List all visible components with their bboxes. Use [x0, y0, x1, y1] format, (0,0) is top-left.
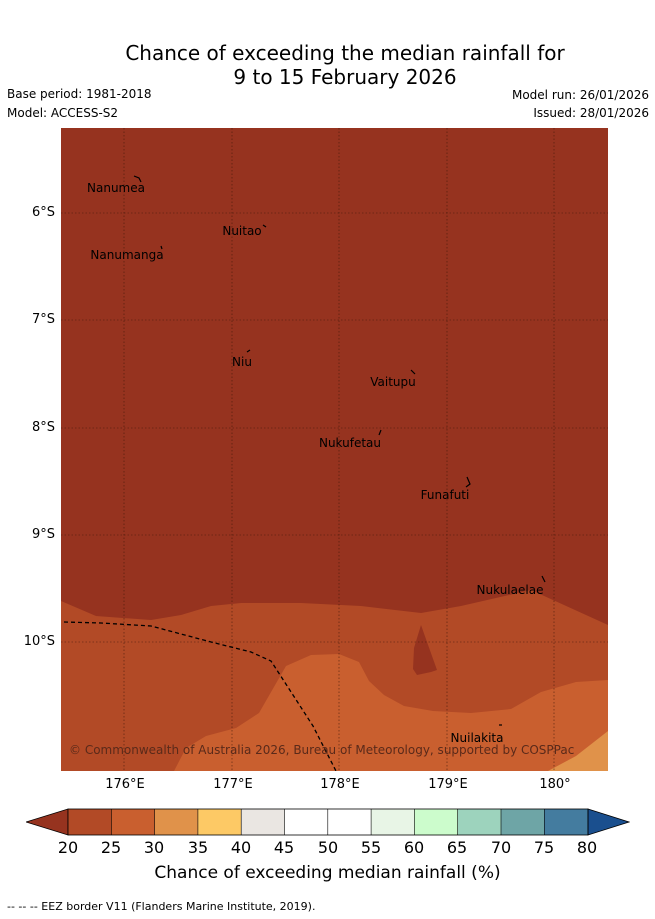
place-label-nuilakita: Nuilakita — [450, 731, 504, 745]
colorbar-tick-70: 70 — [490, 838, 512, 857]
map-panel — [61, 128, 608, 771]
colorbar-bin-25-30 — [111, 809, 155, 835]
colorbar-bin-50-55 — [327, 809, 372, 835]
atoll-nuitao — [262, 224, 267, 228]
lat-tick-9s: 9°S — [31, 527, 55, 542]
colorbar-tick-25: 25 — [100, 838, 122, 857]
colorbar-bin-40-45 — [241, 809, 285, 835]
colorbar-bin-20-25 — [68, 809, 112, 835]
lon-tick-176e: 176°E — [105, 777, 145, 792]
map-title-line2: 9 to 15 February 2026 — [233, 65, 457, 89]
colorbar-tick-30: 30 — [143, 838, 165, 857]
colorbar-dividers — [111, 809, 545, 835]
region-30-35 — [174, 654, 608, 771]
place-label-funafuti: Funafuti — [420, 488, 470, 502]
colorbar-bin-65-70 — [457, 809, 501, 835]
colorbar-bin-55-60 — [371, 809, 415, 835]
colorbar-label: Chance of exceeding median rainfall (%) — [154, 863, 501, 883]
atoll-funafuti — [465, 476, 471, 488]
colorbar-bin-75-80 — [544, 809, 588, 835]
atoll-nukufetau — [378, 429, 382, 436]
colorbar-tick-20: 20 — [57, 838, 79, 857]
graticule — [61, 128, 608, 771]
lat-tick-10s: 10°S — [23, 634, 55, 649]
colorbar-bin-45-50 — [284, 809, 328, 835]
colorbar-bin-60-65 — [414, 809, 458, 835]
atoll-nanumanga — [160, 245, 163, 250]
place-label-nanumea: Nanumea — [87, 181, 145, 195]
atoll-nanumea — [133, 175, 142, 183]
map-canvas — [61, 128, 608, 771]
colorbar-bin-35-40 — [197, 809, 242, 835]
map-title-line1: Chance of exceeding the median rainfall … — [125, 41, 565, 65]
atoll-vaitupu — [410, 369, 416, 375]
lat-tick-8s: 8°S — [31, 420, 55, 435]
region-35-40 — [548, 731, 608, 771]
colorbar-tick-65: 65 — [446, 838, 468, 857]
colorbar-tick-45: 45 — [273, 838, 295, 857]
colorbar-tick-50: 50 — [317, 838, 339, 857]
issued-date: Issued: 28/01/2026 — [533, 106, 649, 120]
colorbar-tick-75: 75 — [533, 838, 555, 857]
colorbar-tick-80: 80 — [576, 838, 598, 857]
colorbar-tick-40: 40 — [230, 838, 252, 857]
model-name: Model: ACCESS-S2 — [7, 106, 119, 120]
place-label-nukufetau: Nukufetau — [318, 436, 382, 450]
place-label-niu: Niu — [232, 355, 252, 369]
copyright-notice: © Commonwealth of Australia 2026, Bureau… — [69, 743, 575, 757]
colorbar-tick-60: 60 — [403, 838, 425, 857]
lon-tick-177e: 177°E — [213, 777, 253, 792]
colorbar-tick-55: 55 — [360, 838, 382, 857]
lon-tick-180: 180° — [539, 777, 571, 792]
lon-tick-178e: 178°E — [320, 777, 360, 792]
place-label-vaitupu: Vaitupu — [370, 375, 416, 389]
place-label-nuitao: Nuitao — [222, 224, 262, 238]
atoll-niu — [246, 349, 251, 353]
colorbar — [26, 808, 630, 836]
lat-tick-7s: 7°S — [31, 312, 55, 327]
atoll-nukulaelae — [541, 575, 546, 583]
lat-tick-6s: 6°S — [31, 205, 55, 220]
base-period: Base period: 1981-2018 — [7, 87, 152, 101]
colorbar-bin-30-35 — [154, 809, 198, 835]
atolls — [133, 175, 546, 726]
colorbar-bin-70-75 — [501, 809, 545, 835]
colorbar-frame — [67, 808, 589, 836]
colorbar-extend-low — [26, 808, 69, 836]
region-20-25-pocket — [413, 625, 437, 675]
colorbar-extend-high — [587, 808, 630, 836]
place-label-nukulaelae: Nukulaelae — [476, 583, 544, 597]
colorbar-tick-35: 35 — [187, 838, 209, 857]
eez-border — [63, 621, 337, 771]
place-label-nanumanga: Nanumanga — [90, 248, 164, 262]
model-run-date: Model run: 26/01/2026 — [511, 88, 649, 102]
eez-footnote: -- -- -- EEZ border V11 (Flanders Marine… — [7, 900, 316, 913]
lon-tick-179e: 179°E — [428, 777, 468, 792]
